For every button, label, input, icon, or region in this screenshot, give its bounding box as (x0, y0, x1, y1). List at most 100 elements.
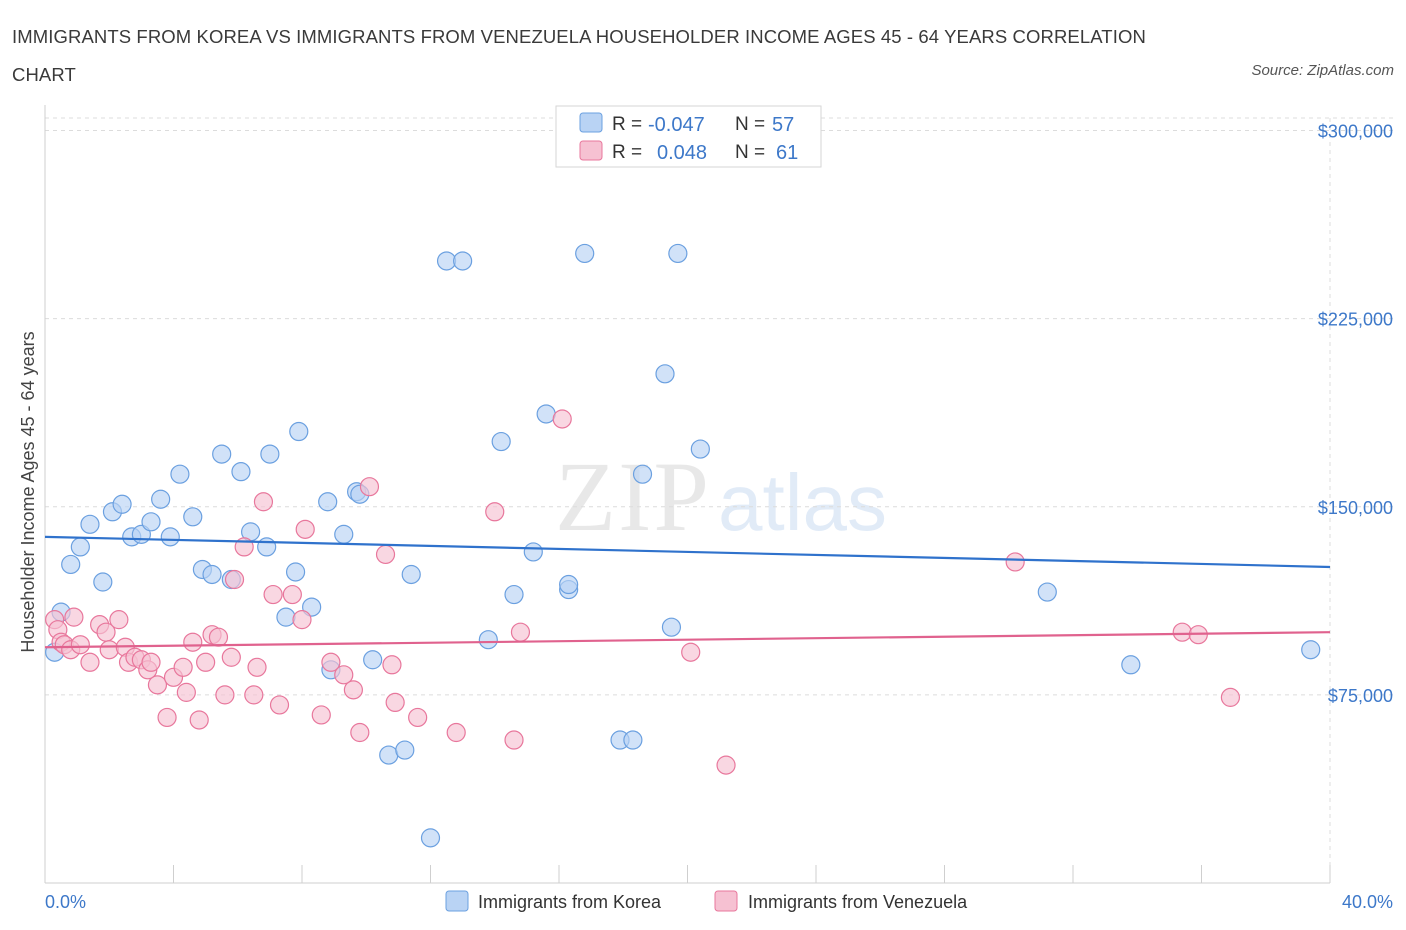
korea-point (202, 564, 222, 585)
venezuela-point (196, 652, 216, 672)
korea-point (559, 574, 579, 595)
venezuela-point (375, 544, 396, 565)
korea-point (504, 584, 524, 605)
venezuela-point (552, 409, 572, 429)
korea-point (478, 630, 498, 650)
y-axis-label: Householder Income Ages 45 - 64 years (18, 331, 38, 652)
venezuela-point (221, 647, 241, 667)
bottom-legend-venezuela: Immigrants from Venezuela (748, 892, 968, 912)
venezuela-point (1005, 552, 1025, 572)
korea-point (276, 607, 296, 627)
korea-point (395, 740, 415, 760)
korea-point (575, 243, 595, 264)
korea-point (623, 730, 643, 750)
bottom-legend-swatch-korea (445, 890, 469, 912)
korea-point (260, 444, 280, 464)
venezuela-point (1172, 622, 1192, 642)
legend-n-label-korea: N = (735, 114, 765, 135)
venezuela-point (263, 584, 283, 605)
legend-n-value-venezuela: 61 (776, 142, 798, 164)
korea-point (80, 514, 100, 534)
korea-point (363, 650, 383, 670)
venezuela-point (1220, 687, 1241, 707)
venezuela-point (343, 680, 363, 700)
trend-lines (44, 535, 1331, 649)
venezuela-point (157, 707, 177, 728)
watermark: ZIP atlas (555, 441, 887, 552)
legend-r-label-venezuela: R = (612, 142, 642, 163)
korea-point (401, 564, 421, 585)
venezuela-point (359, 477, 380, 497)
venezuela-point (485, 502, 505, 522)
venezuela-point (80, 652, 100, 672)
venezuela-point (215, 685, 235, 705)
venezuela-point (504, 730, 524, 750)
venezuela-point (446, 722, 466, 743)
korea-trend-line (44, 535, 1331, 569)
venezuela-trend-line (44, 631, 1331, 649)
series-legend: Immigrants from Korea Immigrants from Ve… (445, 890, 968, 912)
venezuela-point (224, 569, 245, 590)
korea-point (655, 364, 675, 384)
korea-point (420, 828, 441, 848)
korea-point (1037, 582, 1057, 602)
korea-point (141, 512, 161, 532)
source-label: Source: ZipAtlas.com (1251, 62, 1394, 79)
korea-point (318, 492, 338, 512)
korea-point (690, 439, 710, 459)
venezuela-point (147, 675, 168, 695)
korea-point (453, 251, 473, 271)
venezuela-point (247, 657, 267, 677)
korea-point (257, 537, 277, 557)
korea-point (536, 404, 556, 424)
venezuela-point (176, 682, 196, 702)
venezuela-point (208, 627, 229, 647)
korea-point (334, 524, 354, 544)
venezuela-point (408, 707, 428, 728)
watermark-atlas: atlas (718, 458, 887, 547)
korea-point (212, 444, 232, 464)
legend-r-value-venezuela: 0.048 (657, 142, 707, 164)
venezuela-point (141, 652, 161, 672)
korea-point (231, 462, 251, 482)
korea-point (436, 251, 457, 271)
venezuela-point (189, 710, 209, 730)
venezuela-point (295, 519, 315, 539)
korea-point (523, 542, 543, 562)
legend-n-value-korea: 57 (772, 114, 794, 136)
korea-point (151, 489, 171, 509)
venezuela-point (321, 652, 341, 672)
venezuela-point (382, 655, 402, 675)
legend-swatch-korea (579, 112, 603, 133)
venezuela-point (311, 705, 331, 725)
bottom-legend-swatch-venezuela (714, 890, 738, 912)
korea-point (160, 527, 180, 547)
venezuela-point (269, 695, 290, 715)
venezuela-point (681, 642, 701, 662)
venezuela-point (510, 622, 531, 642)
korea-point (112, 494, 132, 514)
venezuela-point (716, 755, 736, 775)
korea-point (1301, 640, 1321, 660)
korea-point (661, 617, 682, 637)
korea-point (93, 572, 113, 592)
korea-point (379, 745, 399, 765)
venezuela-point (173, 657, 193, 677)
korea-point (285, 562, 306, 582)
venezuela-point (244, 685, 264, 705)
y-tick-label: $150,000 (1318, 498, 1393, 518)
korea-point (183, 507, 203, 527)
correlation-legend: R = -0.047 N = 57 R = 0.048 N = 61 (555, 105, 822, 168)
korea-point (289, 421, 309, 442)
venezuela-point (183, 632, 203, 652)
venezuela-point (64, 607, 84, 627)
venezuela-point (70, 635, 90, 655)
legend-swatch-venezuela (579, 140, 603, 161)
korea-point (170, 464, 190, 484)
y-tick-label: $75,000 (1328, 686, 1393, 706)
venezuela-point (282, 584, 302, 605)
venezuela-point (350, 722, 370, 743)
legend-r-label-korea: R = (612, 114, 642, 135)
venezuela-point (334, 665, 354, 685)
legend-r-value-korea: -0.047 (648, 114, 705, 136)
